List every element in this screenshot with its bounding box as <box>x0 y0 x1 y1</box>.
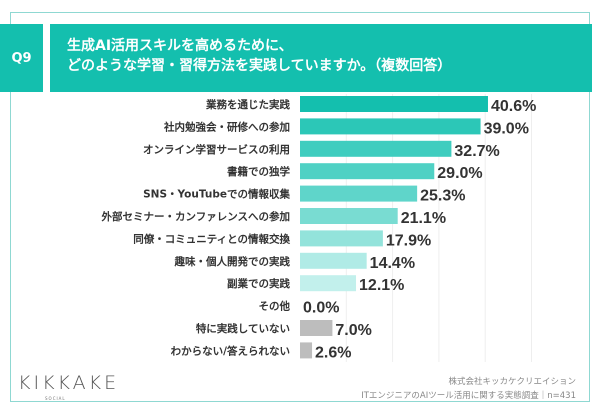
value-label: 2.6% <box>315 344 351 361</box>
category-label: 書籍での独学 <box>227 165 290 178</box>
source-note: 株式会社キッカケクリエイション ITエンジニアのAIツール活用に関する実態調査｜… <box>361 375 576 403</box>
category-label: 社内勉強会・研修への参加 <box>163 120 290 133</box>
value-label: 32.7% <box>454 143 499 160</box>
category-label: その他 <box>259 300 291 313</box>
value-label: 14.4% <box>370 255 415 272</box>
source-company: 株式会社キッカケクリエイション <box>448 377 576 387</box>
bar <box>300 252 367 269</box>
bar <box>300 230 383 247</box>
source-survey: ITエンジニアのAIツール活用に関する実態調査｜n=431 <box>361 391 576 401</box>
bar <box>300 118 481 135</box>
value-label: 0.0% <box>303 300 339 317</box>
bar <box>300 342 313 359</box>
value-label: 29.0% <box>437 165 482 182</box>
bar <box>300 275 357 292</box>
value-label: 25.3% <box>420 188 465 205</box>
bar <box>300 185 418 202</box>
chart-title: 生成AI活用スキルを高めるために、 どのような学習・習得方法を実践していますか。… <box>50 24 592 92</box>
question-badge: Q9 <box>0 24 43 92</box>
logo-subtext: SOCIAL <box>45 396 66 401</box>
title-line-2: どのような学習・習得方法を実践していますか。（複数回答） <box>67 58 452 74</box>
category-label: オンライン学習サービスの利用 <box>143 143 290 156</box>
bar <box>300 208 398 224</box>
bar <box>300 140 452 157</box>
title-line-1: 生成AI活用スキルを高めるために、 <box>67 38 293 54</box>
value-label: 7.0% <box>335 322 371 339</box>
value-label: 17.9% <box>386 232 431 249</box>
category-label: 外部セミナー・カンファレンスへの参加 <box>101 210 290 223</box>
bar <box>300 320 333 336</box>
value-label: 12.1% <box>359 277 404 294</box>
bar <box>300 163 435 180</box>
kikkake-logo: KIKKAKE <box>18 372 120 394</box>
category-label: 特に実践していない <box>196 322 290 335</box>
category-label: 副業での実践 <box>227 277 290 290</box>
category-label: 趣味・個人開発での実践 <box>174 255 291 268</box>
bar <box>300 96 488 112</box>
category-label: 同僚・コミュニティとの情報交換 <box>133 232 290 245</box>
category-label: わからない/答えられない <box>171 344 290 357</box>
value-label: 21.1% <box>401 210 446 227</box>
category-label: 業務を通じた実践 <box>205 98 290 111</box>
value-label: 40.6% <box>491 98 536 115</box>
category-label: SNS・YouTubeでの情報収集 <box>143 188 290 201</box>
chart-frame <box>10 12 590 402</box>
value-label: 39.0% <box>484 120 529 137</box>
